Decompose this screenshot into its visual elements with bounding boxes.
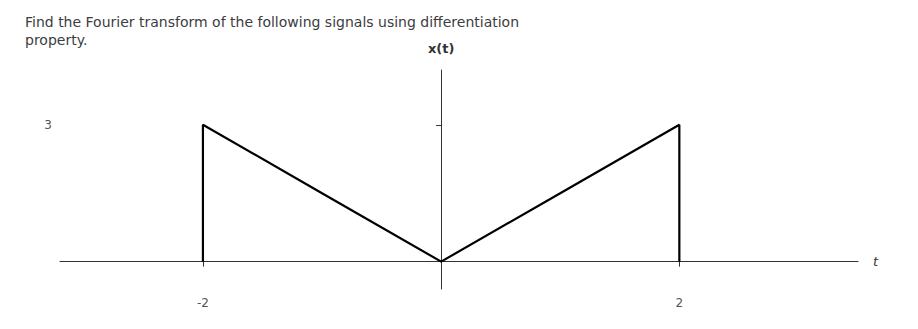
svg-text:-2: -2 <box>197 296 209 310</box>
svg-text:t: t <box>873 254 879 269</box>
svg-text:x(t): x(t) <box>428 41 454 56</box>
svg-text:Find the Fourier transform of: Find the Fourier transform of the follow… <box>25 14 519 30</box>
svg-text:2: 2 <box>676 296 684 310</box>
svg-text:property.: property. <box>25 32 87 48</box>
svg-text:3: 3 <box>44 118 52 132</box>
